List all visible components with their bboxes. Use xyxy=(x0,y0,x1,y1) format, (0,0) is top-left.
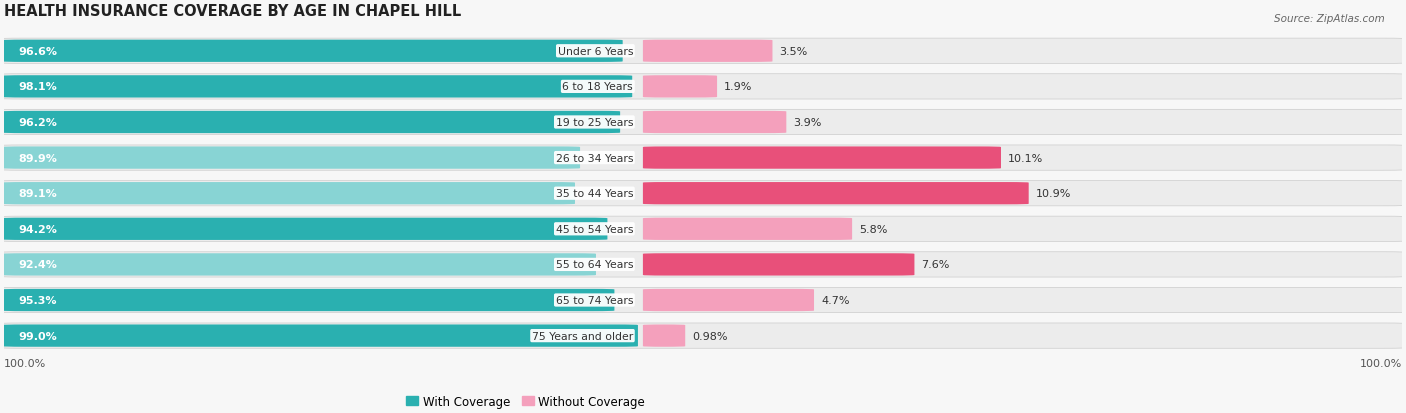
Text: 35 to 44 Years: 35 to 44 Years xyxy=(555,189,633,199)
FancyBboxPatch shape xyxy=(643,254,914,276)
Text: 96.2%: 96.2% xyxy=(18,118,58,128)
Text: 99.0%: 99.0% xyxy=(18,331,56,341)
FancyBboxPatch shape xyxy=(643,112,786,134)
Text: Under 6 Years: Under 6 Years xyxy=(558,47,633,57)
FancyBboxPatch shape xyxy=(0,217,1406,242)
Text: 98.1%: 98.1% xyxy=(18,82,56,92)
Legend: With Coverage, Without Coverage: With Coverage, Without Coverage xyxy=(402,390,650,413)
Text: 3.9%: 3.9% xyxy=(793,118,821,128)
Text: 65 to 74 Years: 65 to 74 Years xyxy=(555,295,633,305)
Text: 10.9%: 10.9% xyxy=(1036,189,1071,199)
FancyBboxPatch shape xyxy=(643,325,685,347)
Text: 26 to 34 Years: 26 to 34 Years xyxy=(555,153,633,163)
Text: 4.7%: 4.7% xyxy=(821,295,849,305)
Text: 3.5%: 3.5% xyxy=(779,47,807,57)
Text: 94.2%: 94.2% xyxy=(18,224,58,234)
FancyBboxPatch shape xyxy=(643,289,814,311)
FancyBboxPatch shape xyxy=(0,288,1406,313)
FancyBboxPatch shape xyxy=(0,39,1406,64)
FancyBboxPatch shape xyxy=(0,181,1406,206)
Text: 89.9%: 89.9% xyxy=(18,153,58,163)
Text: 1.9%: 1.9% xyxy=(724,82,752,92)
Text: 75 Years and older: 75 Years and older xyxy=(531,331,633,341)
Text: 7.6%: 7.6% xyxy=(921,260,950,270)
FancyBboxPatch shape xyxy=(643,76,717,98)
FancyBboxPatch shape xyxy=(3,40,623,63)
Text: HEALTH INSURANCE COVERAGE BY AGE IN CHAPEL HILL: HEALTH INSURANCE COVERAGE BY AGE IN CHAP… xyxy=(4,4,461,19)
FancyBboxPatch shape xyxy=(0,75,1406,100)
FancyBboxPatch shape xyxy=(0,323,1406,349)
FancyBboxPatch shape xyxy=(643,183,1029,205)
Text: 19 to 25 Years: 19 to 25 Years xyxy=(555,118,633,128)
FancyBboxPatch shape xyxy=(3,147,581,169)
FancyBboxPatch shape xyxy=(643,147,1001,169)
Text: 10.1%: 10.1% xyxy=(1008,153,1043,163)
FancyBboxPatch shape xyxy=(3,183,575,205)
Text: 45 to 54 Years: 45 to 54 Years xyxy=(555,224,633,234)
Text: 100.0%: 100.0% xyxy=(4,358,46,368)
FancyBboxPatch shape xyxy=(0,252,1406,278)
FancyBboxPatch shape xyxy=(3,325,638,347)
Text: 100.0%: 100.0% xyxy=(1360,358,1402,368)
Text: 96.6%: 96.6% xyxy=(18,47,58,57)
Text: 92.4%: 92.4% xyxy=(18,260,58,270)
FancyBboxPatch shape xyxy=(643,40,772,63)
FancyBboxPatch shape xyxy=(3,218,607,240)
Text: Source: ZipAtlas.com: Source: ZipAtlas.com xyxy=(1274,14,1385,24)
FancyBboxPatch shape xyxy=(0,146,1406,171)
FancyBboxPatch shape xyxy=(3,254,596,276)
Text: 5.8%: 5.8% xyxy=(859,224,887,234)
FancyBboxPatch shape xyxy=(643,218,852,240)
FancyBboxPatch shape xyxy=(0,110,1406,135)
Text: 89.1%: 89.1% xyxy=(18,189,56,199)
Text: 55 to 64 Years: 55 to 64 Years xyxy=(555,260,633,270)
Text: 95.3%: 95.3% xyxy=(18,295,56,305)
FancyBboxPatch shape xyxy=(3,76,633,98)
Text: 0.98%: 0.98% xyxy=(692,331,728,341)
FancyBboxPatch shape xyxy=(3,112,620,134)
Text: 6 to 18 Years: 6 to 18 Years xyxy=(562,82,633,92)
FancyBboxPatch shape xyxy=(3,289,614,311)
